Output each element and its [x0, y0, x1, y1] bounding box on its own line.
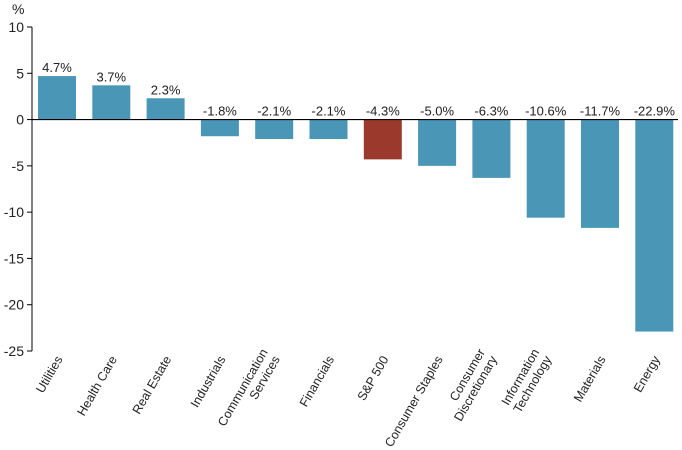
category-label-line: Materials: [571, 354, 608, 405]
bar-data-label: -1.8%: [203, 104, 237, 119]
data-labels: 4.7% 3.7% 2.3% -1.8% -2.1% -2.1% -4.3% -5.0% -6.…: [42, 60, 675, 119]
bar-data-label: -4.3%: [366, 104, 400, 119]
bar: [309, 119, 348, 140]
y-tick-label: 10: [8, 19, 24, 35]
y-tick-label: 5: [16, 65, 24, 81]
bar-data-label: 3.7%: [96, 69, 126, 84]
category-label-line: S&P 500: [355, 353, 392, 403]
y-tick-label: -10: [4, 204, 24, 220]
y-axis: % 10 5 0 -5 -10 -15 -20 -25: [4, 1, 33, 359]
category-label-line: Industrials: [188, 354, 229, 410]
category-label: S&P 500: [355, 353, 392, 403]
bar-data-label: -11.7%: [580, 104, 621, 119]
category-label: Materials: [571, 354, 608, 405]
bar: [200, 119, 239, 137]
y-tick-label: -15: [4, 250, 24, 266]
bar: [472, 119, 511, 178]
category-label: Energy: [631, 353, 663, 395]
bar-data-label: -2.1%: [312, 104, 346, 119]
y-tick-label: 0: [16, 112, 24, 128]
bar: [526, 119, 565, 218]
bar: [363, 119, 402, 160]
category-label: Health Care: [74, 353, 119, 418]
bar: [92, 85, 131, 120]
bars: [38, 76, 674, 332]
bar: [146, 98, 185, 120]
bar: [255, 119, 294, 140]
bar: [418, 119, 457, 166]
bar-data-label: -6.3%: [474, 104, 508, 119]
category-label-line: Utilities: [33, 354, 65, 396]
y-tick-label: -5: [12, 158, 25, 174]
bar: [38, 76, 76, 120]
bar: [635, 119, 674, 332]
bar-data-label: 2.3%: [151, 82, 181, 97]
category-labels: Utilities Health Care Real Estate Industria…: [33, 346, 663, 450]
category-label: Utilities: [33, 354, 65, 396]
category-label: Real Estate: [130, 353, 174, 416]
category-label-line: Health Care: [74, 353, 119, 418]
category-label: Industrials: [188, 354, 229, 410]
category-label: Financials: [297, 354, 337, 410]
bar-data-label: 4.7%: [42, 60, 72, 75]
y-tick-label: -20: [4, 297, 24, 313]
category-label-line: Financials: [297, 354, 337, 410]
y-tick-label: -25: [4, 343, 24, 359]
bar-data-label: -10.6%: [525, 104, 567, 119]
bar-data-label: -5.0%: [420, 104, 454, 119]
bar: [581, 119, 619, 228]
category-label-line: Energy: [631, 353, 663, 395]
y-axis-unit-label: %: [12, 1, 24, 17]
category-label-line: Consumer Staples: [382, 354, 446, 450]
category-label-line: Real Estate: [130, 353, 174, 416]
bar-data-label: -22.9%: [634, 104, 676, 119]
bar-data-label: -2.1%: [257, 104, 291, 119]
category-label: Consumer Staples: [382, 354, 446, 450]
